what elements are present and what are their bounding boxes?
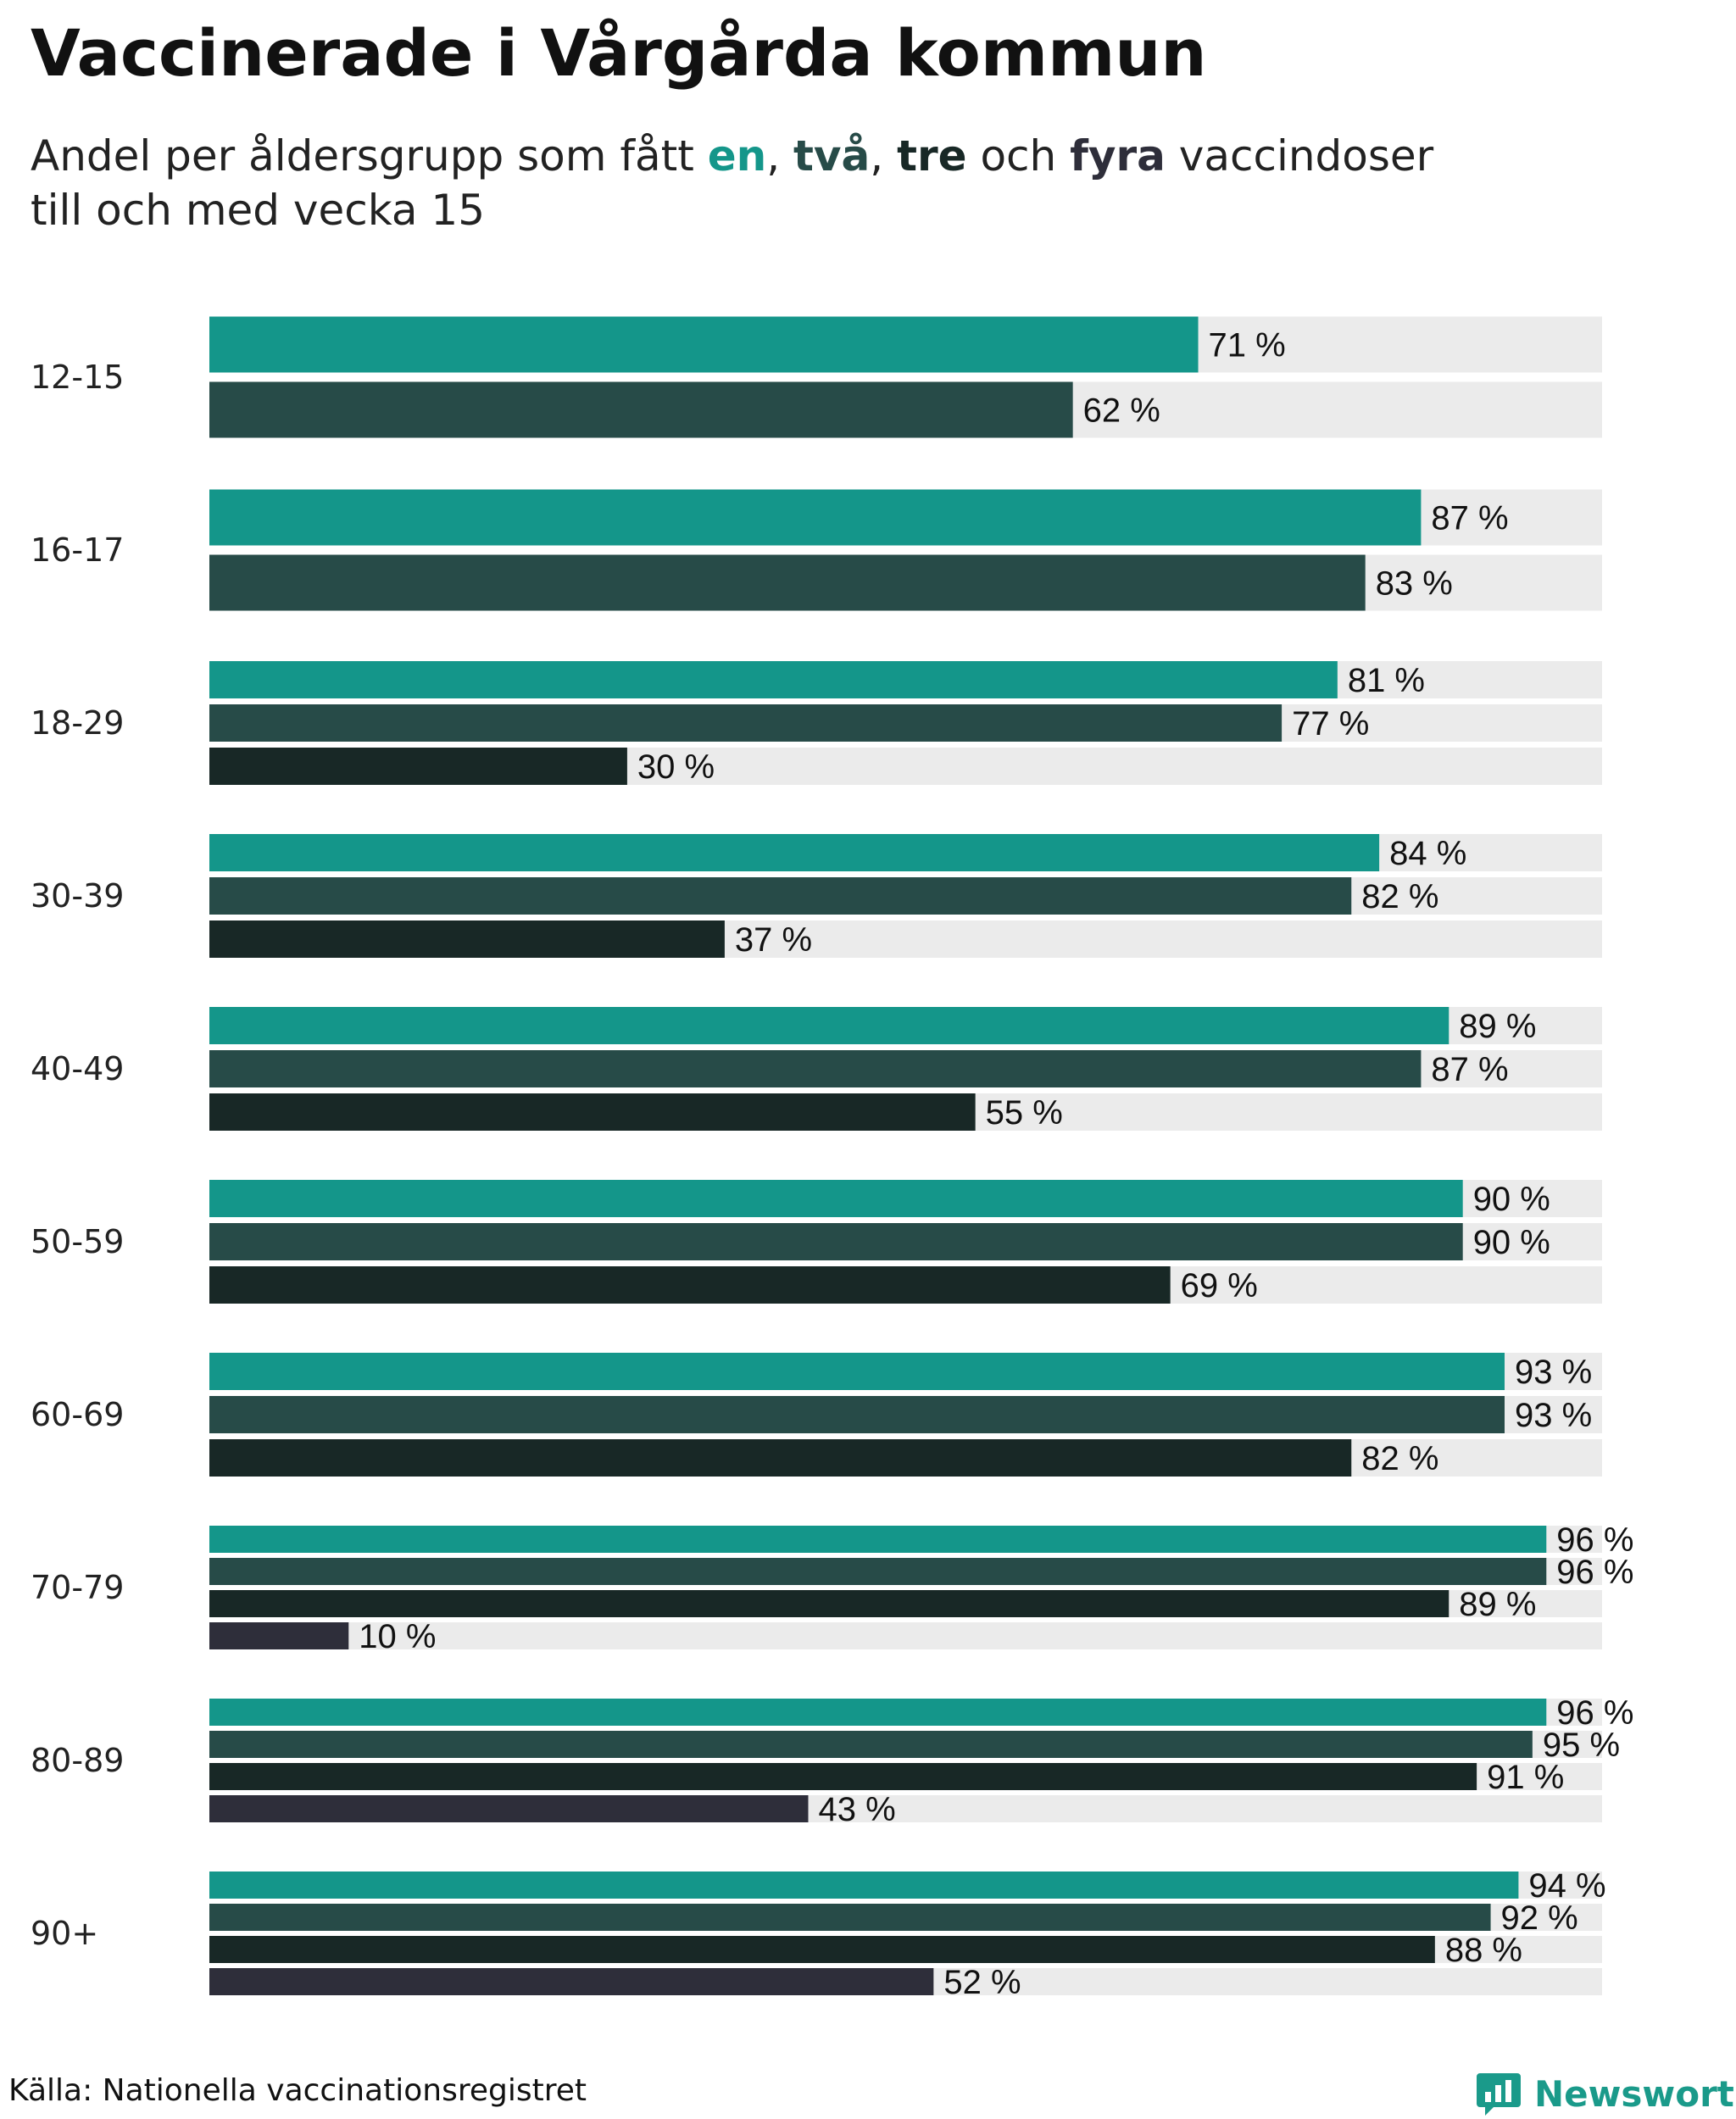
brand-logo: Newsworthy <box>1475 2068 1736 2119</box>
category-label-80-89: 80-89 <box>31 1742 124 1779</box>
value-label: 88 % <box>1445 1932 1522 1969</box>
value-label: 96 % <box>1556 1521 1633 1559</box>
value-label: 71 % <box>1209 327 1286 364</box>
newsworthy-logo-icon <box>1477 2073 1521 2116</box>
subtitle-prefix: Andel per åldersgrupp som fått <box>31 131 708 181</box>
bar-tre-40-49 <box>209 1093 976 1131</box>
bar-en-50-59 <box>209 1180 1463 1217</box>
brand-name: Newsworthy <box>1534 2072 1736 2115</box>
bar-fyra-90plus <box>209 1968 934 1995</box>
bar-tva-18-29 <box>209 704 1283 742</box>
bar-en-60-69 <box>209 1353 1505 1390</box>
bar-tva-60-69 <box>209 1396 1505 1433</box>
value-label: 96 % <box>1556 1554 1633 1591</box>
value-label: 69 % <box>1181 1267 1258 1304</box>
category-label-16-17: 16-17 <box>31 531 124 569</box>
value-label: 52 % <box>943 1964 1021 2001</box>
value-label: 43 % <box>818 1791 895 1828</box>
value-label: 77 % <box>1292 705 1369 742</box>
source-note: Källa: Nationella vaccinationsregistret <box>8 2073 587 2108</box>
value-label: 89 % <box>1459 1008 1536 1045</box>
bar-tva-40-49 <box>209 1050 1422 1087</box>
legend-word-tva: två <box>793 131 871 181</box>
subtitle-separator: och <box>966 131 1071 181</box>
bar-tva-90plus <box>209 1904 1491 1931</box>
value-label: 62 % <box>1083 392 1160 430</box>
category-label-30-39: 30-39 <box>31 877 124 915</box>
value-label: 94 % <box>1528 1867 1605 1905</box>
category-label-40-49: 40-49 <box>31 1050 124 1087</box>
bar-tre-80-89 <box>209 1763 1477 1790</box>
value-label: 92 % <box>1501 1899 1578 1937</box>
bar-tva-70-79 <box>209 1558 1547 1585</box>
bar-tva-50-59 <box>209 1223 1463 1260</box>
value-label: 87 % <box>1431 1051 1508 1088</box>
value-label: 95 % <box>1543 1727 1620 1764</box>
value-label: 10 % <box>359 1618 436 1655</box>
bar-track <box>209 1622 1602 1649</box>
legend-word-fyra: fyra <box>1070 131 1166 181</box>
bar-tva-16-17 <box>209 554 1366 611</box>
bar-fyra-70-79 <box>209 1622 349 1649</box>
bar-tva-12-15 <box>209 381 1073 438</box>
category-label-70-79: 70-79 <box>31 1569 124 1606</box>
bar-tre-90plus <box>209 1936 1435 1963</box>
bar-en-16-17 <box>209 489 1422 546</box>
chart-subtitle: Andel per åldersgrupp som fått en, två, … <box>31 129 1433 237</box>
category-label-50-59: 50-59 <box>31 1223 124 1260</box>
bar-chart: 12-15 71 % 62 % 16-17 87 % 83 % 18-29 81 % 77 % 3… <box>31 316 1633 2001</box>
value-label: 83 % <box>1376 565 1453 603</box>
legend-word-tre: tre <box>897 131 967 181</box>
category-label-18-29: 18-29 <box>31 704 124 742</box>
value-label: 87 % <box>1431 500 1508 537</box>
value-label: 82 % <box>1361 1440 1438 1477</box>
chart-title: Vaccinerade i Vårgårda kommun <box>31 15 1207 91</box>
bar-en-30-39 <box>209 834 1380 871</box>
bar-tre-18-29 <box>209 748 627 785</box>
value-label: 93 % <box>1515 1397 1592 1434</box>
bar-en-70-79 <box>209 1526 1547 1553</box>
bar-en-12-15 <box>209 316 1199 373</box>
value-label: 96 % <box>1556 1694 1633 1732</box>
bar-en-80-89 <box>209 1699 1547 1726</box>
subtitle-separator: , <box>870 131 898 181</box>
bar-tre-30-39 <box>209 920 725 958</box>
value-label: 82 % <box>1361 878 1438 915</box>
bar-en-18-29 <box>209 661 1338 698</box>
bar-en-90plus <box>209 1872 1519 1899</box>
value-label: 55 % <box>986 1094 1063 1132</box>
value-label: 89 % <box>1459 1586 1536 1623</box>
category-label-12-15: 12-15 <box>31 359 124 396</box>
subtitle-line2: till och med vecka 15 <box>31 186 486 235</box>
bar-tre-50-59 <box>209 1266 1171 1304</box>
category-label-60-69: 60-69 <box>31 1396 124 1433</box>
bar-tre-60-69 <box>209 1439 1352 1477</box>
value-label: 90 % <box>1473 1181 1550 1218</box>
value-label: 93 % <box>1515 1354 1592 1391</box>
bar-en-40-49 <box>209 1007 1449 1044</box>
bar-tva-80-89 <box>209 1731 1533 1758</box>
category-label-90plus: 90+ <box>31 1915 98 1952</box>
bar-tre-70-79 <box>209 1590 1449 1617</box>
value-label: 30 % <box>637 748 715 786</box>
legend-word-en: en <box>707 131 767 181</box>
subtitle-line1-end: vaccindoser <box>1165 131 1434 181</box>
bar-fyra-80-89 <box>209 1795 809 1822</box>
value-label: 37 % <box>735 921 812 959</box>
bar-tva-30-39 <box>209 877 1352 915</box>
value-label: 84 % <box>1389 835 1466 872</box>
subtitle-separator: , <box>766 131 794 181</box>
value-label: 81 % <box>1348 662 1425 699</box>
value-label: 91 % <box>1487 1759 1564 1796</box>
value-label: 90 % <box>1473 1224 1550 1261</box>
